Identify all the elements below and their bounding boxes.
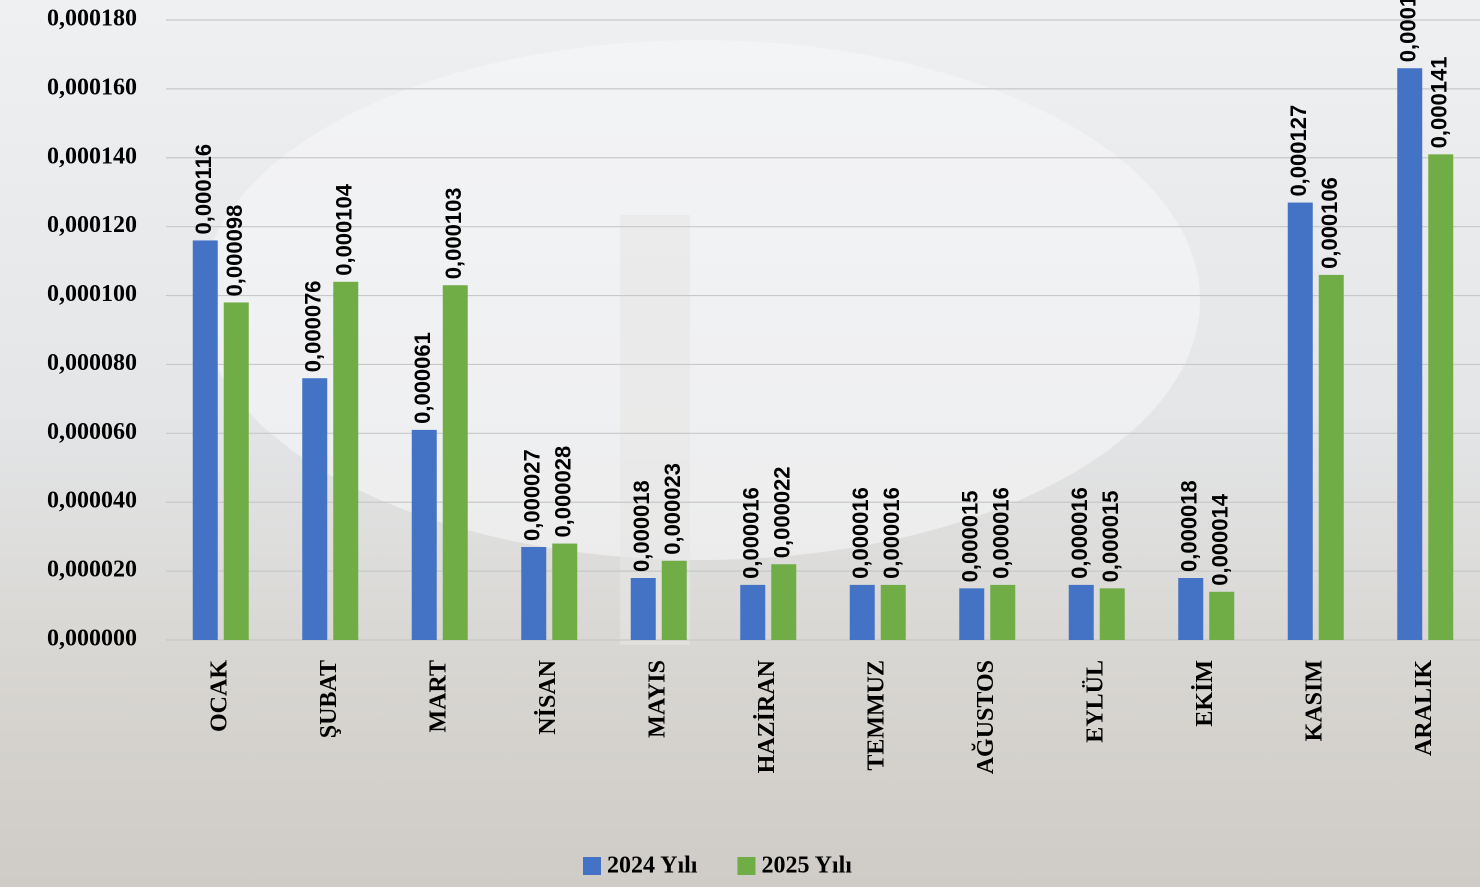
value-label: 0,000076 (301, 280, 326, 372)
bar (521, 547, 547, 640)
bar (1287, 202, 1313, 641)
value-label: 0,000028 (551, 446, 576, 538)
value-label: 0,000104 (332, 183, 357, 276)
value-label: 0,000016 (1067, 487, 1092, 579)
x-tick-label: OCAK (206, 660, 232, 732)
bar (411, 429, 437, 640)
legend-swatch (737, 857, 756, 875)
bar (1178, 578, 1204, 640)
value-label: 0,000022 (770, 466, 795, 558)
x-tick-label: ŞUBAT (316, 660, 342, 738)
bar (661, 560, 687, 640)
value-label: 0,000027 (520, 449, 545, 541)
value-label: 0,000018 (1177, 480, 1202, 572)
bar (442, 285, 468, 640)
y-tick-label: 0,000040 (47, 488, 137, 514)
bar (1318, 274, 1344, 640)
x-tick-label: KASIM (1301, 660, 1327, 741)
value-label: 0,000166 (1396, 0, 1421, 62)
value-label: 0,000127 (1286, 105, 1311, 197)
bar (630, 578, 656, 640)
legend-swatch (583, 857, 601, 875)
x-tick-label: ARALIK (1411, 660, 1437, 756)
x-tick-label: AĞUSTOS (972, 660, 999, 774)
bar (959, 588, 985, 640)
value-label: 0,000103 (441, 187, 466, 279)
x-tick-label: MAYIS (644, 660, 670, 738)
y-tick-label: 0,000060 (47, 419, 137, 445)
bar (849, 584, 875, 640)
x-tick-label: EYLÜL (1082, 660, 1108, 743)
legend-label: 2025 Yılı (761, 853, 852, 879)
bar (552, 543, 578, 640)
y-tick-label: 0,000100 (47, 281, 137, 307)
y-tick-label: 0,000080 (47, 350, 137, 376)
bar (192, 240, 218, 640)
bar (333, 281, 359, 640)
bar (1068, 584, 1094, 640)
bar (740, 584, 766, 640)
x-tick-label: NİSAN (535, 659, 561, 734)
y-tick-label: 0,000160 (47, 74, 137, 100)
value-label: 0,000016 (848, 487, 873, 579)
x-tick-label: TEMMUZ (863, 660, 889, 771)
value-label: 0,000016 (879, 487, 904, 579)
y-tick-label: 0,000180 (47, 6, 137, 32)
value-label: 0,000014 (1208, 493, 1233, 586)
value-label: 0,000016 (739, 487, 764, 579)
value-label: 0,000141 (1427, 57, 1452, 149)
bar (1397, 68, 1423, 640)
value-label: 0,000061 (410, 332, 435, 424)
value-label: 0,000015 (1098, 491, 1123, 583)
value-label: 0,000098 (222, 205, 247, 297)
value-label: 0,000015 (958, 491, 983, 583)
bar (302, 378, 328, 640)
bar (990, 584, 1016, 640)
bar (1099, 588, 1125, 640)
x-tick-label: HAZİRAN (754, 659, 780, 773)
y-tick-label: 0,000120 (47, 212, 137, 238)
y-tick-label: 0,000020 (47, 557, 137, 583)
bar (880, 584, 906, 640)
bar (771, 564, 797, 640)
y-tick-label: 0,000000 (47, 626, 137, 652)
x-tick-label: EKİM (1192, 660, 1218, 727)
y-tick-label: 0,000140 (47, 143, 137, 169)
value-label: 0,000016 (989, 487, 1014, 579)
value-label: 0,000106 (1317, 177, 1342, 269)
value-label: 0,000023 (660, 463, 685, 555)
bar (223, 302, 249, 640)
bar (1209, 591, 1235, 640)
value-label: 0,000116 (191, 144, 216, 235)
x-tick-label: MART (425, 660, 451, 732)
legend-label: 2024 Yılı (607, 853, 698, 879)
bar (1428, 154, 1454, 641)
value-label: 0,000018 (629, 480, 654, 572)
